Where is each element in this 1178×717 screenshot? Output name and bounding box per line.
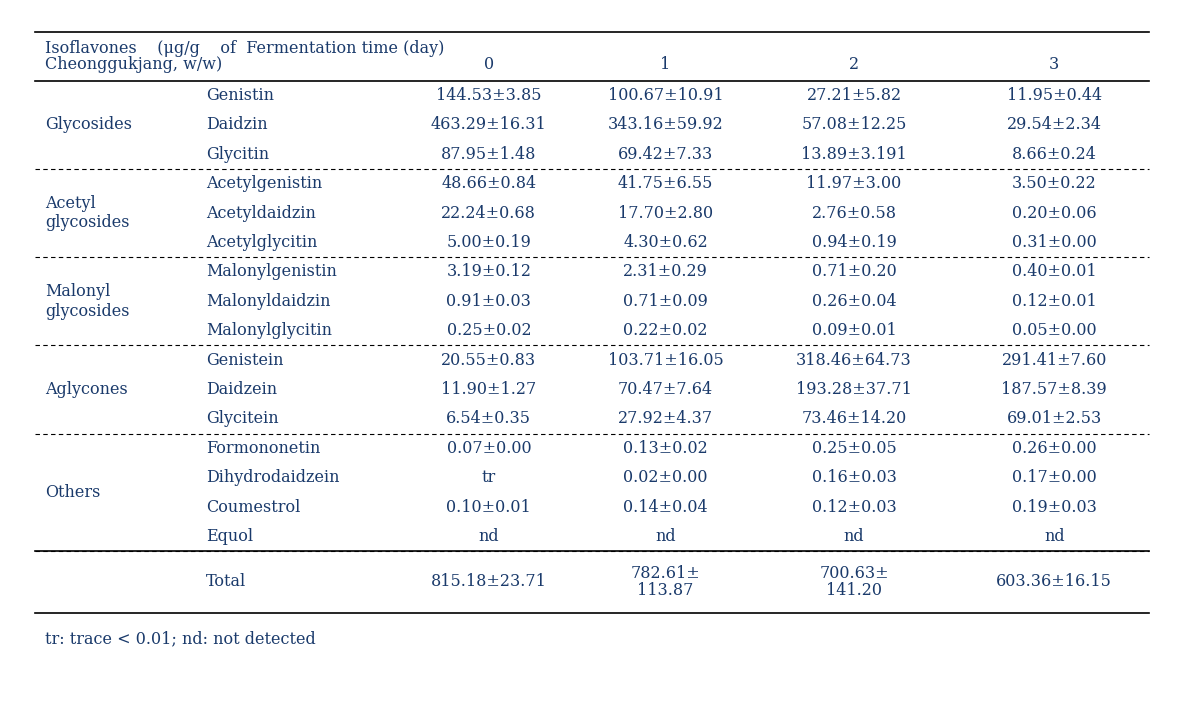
Text: 0.07±0.00: 0.07±0.00 (446, 440, 531, 457)
Text: 700.63±: 700.63± (819, 565, 889, 581)
Text: 0.19±0.03: 0.19±0.03 (1012, 498, 1097, 516)
Text: Acetylgenistin: Acetylgenistin (206, 175, 323, 192)
Text: Genistin: Genistin (206, 87, 274, 104)
Text: 103.71±16.05: 103.71±16.05 (608, 351, 723, 369)
Text: 20.55±0.83: 20.55±0.83 (442, 351, 536, 369)
Text: 0.17±0.00: 0.17±0.00 (1012, 469, 1097, 486)
Text: 603.36±16.15: 603.36±16.15 (997, 574, 1112, 591)
Text: 48.66±0.84: 48.66±0.84 (442, 175, 536, 192)
Text: 0.22±0.02: 0.22±0.02 (623, 322, 708, 339)
Text: 2.76±0.58: 2.76±0.58 (812, 204, 896, 222)
Text: nd: nd (843, 528, 865, 545)
Text: 144.53±3.85: 144.53±3.85 (436, 87, 542, 104)
Text: Coumestrol: Coumestrol (206, 498, 300, 516)
Text: 27.92±4.37: 27.92±4.37 (618, 410, 713, 427)
Text: 0.10±0.01: 0.10±0.01 (446, 498, 531, 516)
Text: 11.90±1.27: 11.90±1.27 (442, 381, 536, 398)
Text: Glycitein: Glycitein (206, 410, 279, 427)
Text: Cheonggukjang, w/w): Cheonggukjang, w/w) (45, 56, 221, 73)
Text: 2: 2 (849, 56, 859, 73)
Text: 0.31±0.00: 0.31±0.00 (1012, 234, 1097, 251)
Text: 3.50±0.22: 3.50±0.22 (1012, 175, 1097, 192)
Text: 463.29±16.31: 463.29±16.31 (431, 116, 547, 133)
Text: Dihydrodaidzein: Dihydrodaidzein (206, 469, 339, 486)
Text: 6.54±0.35: 6.54±0.35 (446, 410, 531, 427)
Text: 0.26±0.00: 0.26±0.00 (1012, 440, 1097, 457)
Text: Genistein: Genistein (206, 351, 284, 369)
Text: 3.19±0.12: 3.19±0.12 (446, 263, 531, 280)
Text: 0.25±0.02: 0.25±0.02 (446, 322, 531, 339)
Text: 4.30±0.62: 4.30±0.62 (623, 234, 708, 251)
Text: 29.54±2.34: 29.54±2.34 (1007, 116, 1101, 133)
Text: 0.13±0.02: 0.13±0.02 (623, 440, 708, 457)
Text: 2.31±0.29: 2.31±0.29 (623, 263, 708, 280)
Text: 57.08±12.25: 57.08±12.25 (801, 116, 907, 133)
Text: 291.41±7.60: 291.41±7.60 (1001, 351, 1107, 369)
Text: Daidzein: Daidzein (206, 381, 277, 398)
Text: 318.46±64.73: 318.46±64.73 (796, 351, 912, 369)
Text: Acetyl
glycosides: Acetyl glycosides (45, 195, 130, 232)
Text: 41.75±6.55: 41.75±6.55 (618, 175, 713, 192)
Text: Malonylglycitin: Malonylglycitin (206, 322, 332, 339)
Text: 0.26±0.04: 0.26±0.04 (812, 293, 896, 310)
Text: 0.40±0.01: 0.40±0.01 (1012, 263, 1097, 280)
Text: 11.97±3.00: 11.97±3.00 (807, 175, 901, 192)
Text: 113.87: 113.87 (637, 582, 694, 599)
Text: Aglycones: Aglycones (45, 381, 127, 398)
Text: 13.89±3.191: 13.89±3.191 (801, 146, 907, 163)
Text: Acetylglycitin: Acetylglycitin (206, 234, 318, 251)
Text: Others: Others (45, 484, 100, 501)
Text: nd: nd (655, 528, 676, 545)
Text: Malonyldaidzin: Malonyldaidzin (206, 293, 331, 310)
Text: 73.46±14.20: 73.46±14.20 (801, 410, 907, 427)
Text: Glycosides: Glycosides (45, 116, 132, 133)
Text: 0.02±0.00: 0.02±0.00 (623, 469, 708, 486)
Text: Malonylgenistin: Malonylgenistin (206, 263, 337, 280)
Text: 0.12±0.01: 0.12±0.01 (1012, 293, 1097, 310)
Text: Equol: Equol (206, 528, 253, 545)
Text: 0.12±0.03: 0.12±0.03 (812, 498, 896, 516)
Text: 22.24±0.68: 22.24±0.68 (442, 204, 536, 222)
Text: Malonyl
glycosides: Malonyl glycosides (45, 283, 130, 320)
Text: 343.16±59.92: 343.16±59.92 (608, 116, 723, 133)
Text: 3: 3 (1050, 56, 1059, 73)
Text: 0: 0 (484, 56, 494, 73)
Text: 0.91±0.03: 0.91±0.03 (446, 293, 531, 310)
Text: 0.16±0.03: 0.16±0.03 (812, 469, 896, 486)
Text: 141.20: 141.20 (826, 582, 882, 599)
Text: 0.14±0.04: 0.14±0.04 (623, 498, 708, 516)
Text: 17.70±2.80: 17.70±2.80 (618, 204, 713, 222)
Text: 8.66±0.24: 8.66±0.24 (1012, 146, 1097, 163)
Text: 187.57±8.39: 187.57±8.39 (1001, 381, 1107, 398)
Text: 11.95±0.44: 11.95±0.44 (1007, 87, 1101, 104)
Text: 0.20±0.06: 0.20±0.06 (1012, 204, 1097, 222)
Text: Formononetin: Formononetin (206, 440, 320, 457)
Text: Acetyldaidzin: Acetyldaidzin (206, 204, 316, 222)
Text: Glycitin: Glycitin (206, 146, 270, 163)
Text: 0.25±0.05: 0.25±0.05 (812, 440, 896, 457)
Text: 70.47±7.64: 70.47±7.64 (618, 381, 713, 398)
Text: 5.00±0.19: 5.00±0.19 (446, 234, 531, 251)
Text: 782.61±: 782.61± (630, 565, 701, 581)
Text: Isoflavones    (μg/g    of  Fermentation time (day): Isoflavones (μg/g of Fermentation time (… (45, 40, 444, 57)
Text: tr: tr (482, 469, 496, 486)
Text: 69.01±2.53: 69.01±2.53 (1007, 410, 1101, 427)
Text: 100.67±10.91: 100.67±10.91 (608, 87, 723, 104)
Text: tr: trace < 0.01; nd: not detected: tr: trace < 0.01; nd: not detected (45, 631, 316, 648)
Text: 0.09±0.01: 0.09±0.01 (812, 322, 896, 339)
Text: 193.28±37.71: 193.28±37.71 (796, 381, 912, 398)
Text: 815.18±23.71: 815.18±23.71 (431, 574, 547, 591)
Text: 27.21±5.82: 27.21±5.82 (807, 87, 901, 104)
Text: 69.42±7.33: 69.42±7.33 (618, 146, 713, 163)
Text: nd: nd (1044, 528, 1065, 545)
Text: 0.71±0.20: 0.71±0.20 (812, 263, 896, 280)
Text: Daidzin: Daidzin (206, 116, 267, 133)
Text: nd: nd (478, 528, 499, 545)
Text: 0.05±0.00: 0.05±0.00 (1012, 322, 1097, 339)
Text: 87.95±1.48: 87.95±1.48 (442, 146, 536, 163)
Text: Total: Total (206, 574, 246, 591)
Text: 0.71±0.09: 0.71±0.09 (623, 293, 708, 310)
Text: 1: 1 (661, 56, 670, 73)
Text: 0.94±0.19: 0.94±0.19 (812, 234, 896, 251)
